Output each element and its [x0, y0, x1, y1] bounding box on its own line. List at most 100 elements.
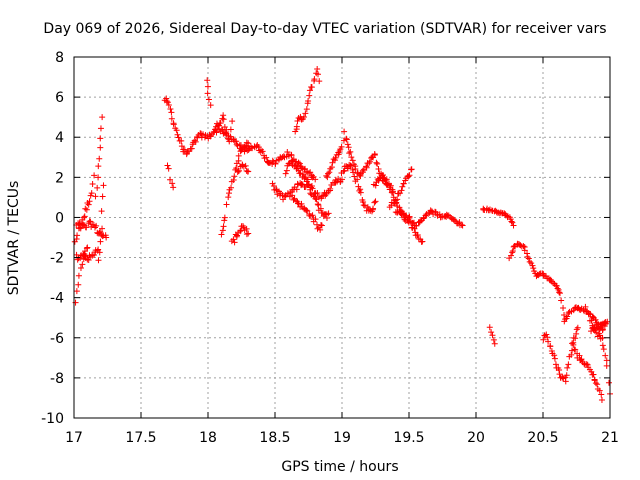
- data-point: [230, 176, 237, 183]
- y-tick-label: 6: [55, 90, 64, 106]
- data-point: [314, 225, 321, 232]
- data-point: [530, 265, 537, 272]
- data-point: [288, 152, 295, 159]
- data-point: [219, 115, 226, 122]
- x-tick-label: 18: [199, 430, 217, 446]
- data-point: [563, 372, 570, 379]
- data-point: [245, 168, 252, 175]
- data-point: [227, 126, 234, 133]
- data-point: [491, 340, 498, 347]
- data-point: [165, 102, 172, 109]
- data-point: [317, 226, 324, 233]
- data-point: [540, 336, 547, 343]
- data-point: [328, 164, 335, 171]
- data-point: [220, 223, 227, 230]
- data-point: [84, 244, 91, 251]
- data-point: [345, 144, 352, 151]
- data-point: [174, 131, 181, 138]
- data-point: [234, 232, 241, 239]
- data-point: [97, 228, 104, 235]
- data-point: [366, 160, 373, 167]
- data-point: [561, 312, 568, 319]
- data-point: [593, 329, 600, 336]
- data-point: [83, 245, 90, 252]
- data-point: [329, 159, 336, 166]
- data-point: [289, 158, 296, 165]
- y-tick-label: -4: [50, 291, 64, 307]
- data-point: [394, 196, 401, 203]
- data-point: [413, 222, 420, 229]
- plot-border: [73, 56, 611, 419]
- data-point: [303, 106, 310, 113]
- data-point: [317, 205, 324, 212]
- data-point: [243, 231, 250, 238]
- data-point: [553, 282, 560, 289]
- data-point: [521, 247, 528, 254]
- data-point: [352, 165, 359, 172]
- data-point: [420, 215, 427, 222]
- data-point: [295, 159, 302, 166]
- data-point: [73, 251, 80, 258]
- data-point: [363, 163, 370, 170]
- data-point: [318, 222, 325, 229]
- data-point: [305, 97, 312, 104]
- data-point: [97, 135, 104, 142]
- data-point: [314, 190, 321, 197]
- data-point: [588, 317, 595, 324]
- data-point: [231, 173, 238, 180]
- data-point: [551, 352, 558, 359]
- data-point: [341, 128, 348, 135]
- data-point: [348, 154, 355, 161]
- data-point: [391, 199, 398, 206]
- data-point: [312, 195, 319, 202]
- grid-lines: [74, 57, 610, 418]
- data-point: [572, 346, 579, 353]
- data-point: [347, 148, 354, 155]
- data-point: [170, 184, 177, 191]
- data-point: [399, 183, 406, 190]
- data-point: [397, 190, 404, 197]
- data-point: [233, 138, 240, 145]
- data-point: [219, 227, 226, 234]
- data-point: [585, 311, 592, 318]
- data-point: [165, 165, 172, 172]
- data-point: [245, 140, 252, 147]
- data-point: [314, 201, 321, 208]
- data-point: [272, 160, 279, 167]
- data-point: [168, 115, 175, 122]
- data-point: [97, 125, 104, 132]
- x-tick-label: 17: [65, 430, 83, 446]
- data-point: [167, 106, 174, 113]
- data-point: [528, 260, 535, 267]
- y-tick-label: 2: [55, 170, 64, 186]
- data-point: [204, 90, 211, 97]
- data-point: [304, 208, 311, 215]
- data-point: [77, 225, 84, 232]
- x-tick-label: 21: [601, 430, 619, 446]
- data-point: [419, 238, 426, 245]
- data-point: [226, 138, 233, 145]
- y-tick-label: 4: [55, 130, 64, 146]
- data-point: [75, 281, 82, 288]
- y-tick-label: -2: [50, 251, 64, 267]
- data-point: [92, 193, 99, 200]
- data-point: [235, 167, 242, 174]
- data-point: [556, 290, 563, 297]
- data-point: [565, 361, 572, 368]
- data-point: [568, 351, 575, 358]
- data-point: [332, 154, 339, 161]
- data-point: [181, 146, 188, 153]
- data-point: [315, 202, 322, 209]
- data-point: [510, 243, 517, 250]
- data-point: [340, 168, 347, 175]
- data-point: [327, 185, 334, 192]
- data-point: [339, 176, 345, 183]
- data-point: [596, 387, 603, 394]
- data-point: [459, 222, 466, 229]
- data-point: [98, 208, 105, 215]
- data-point: [205, 96, 212, 103]
- data-point: [175, 134, 182, 141]
- data-point: [83, 206, 90, 213]
- data-point: [231, 239, 238, 246]
- data-point: [578, 356, 585, 363]
